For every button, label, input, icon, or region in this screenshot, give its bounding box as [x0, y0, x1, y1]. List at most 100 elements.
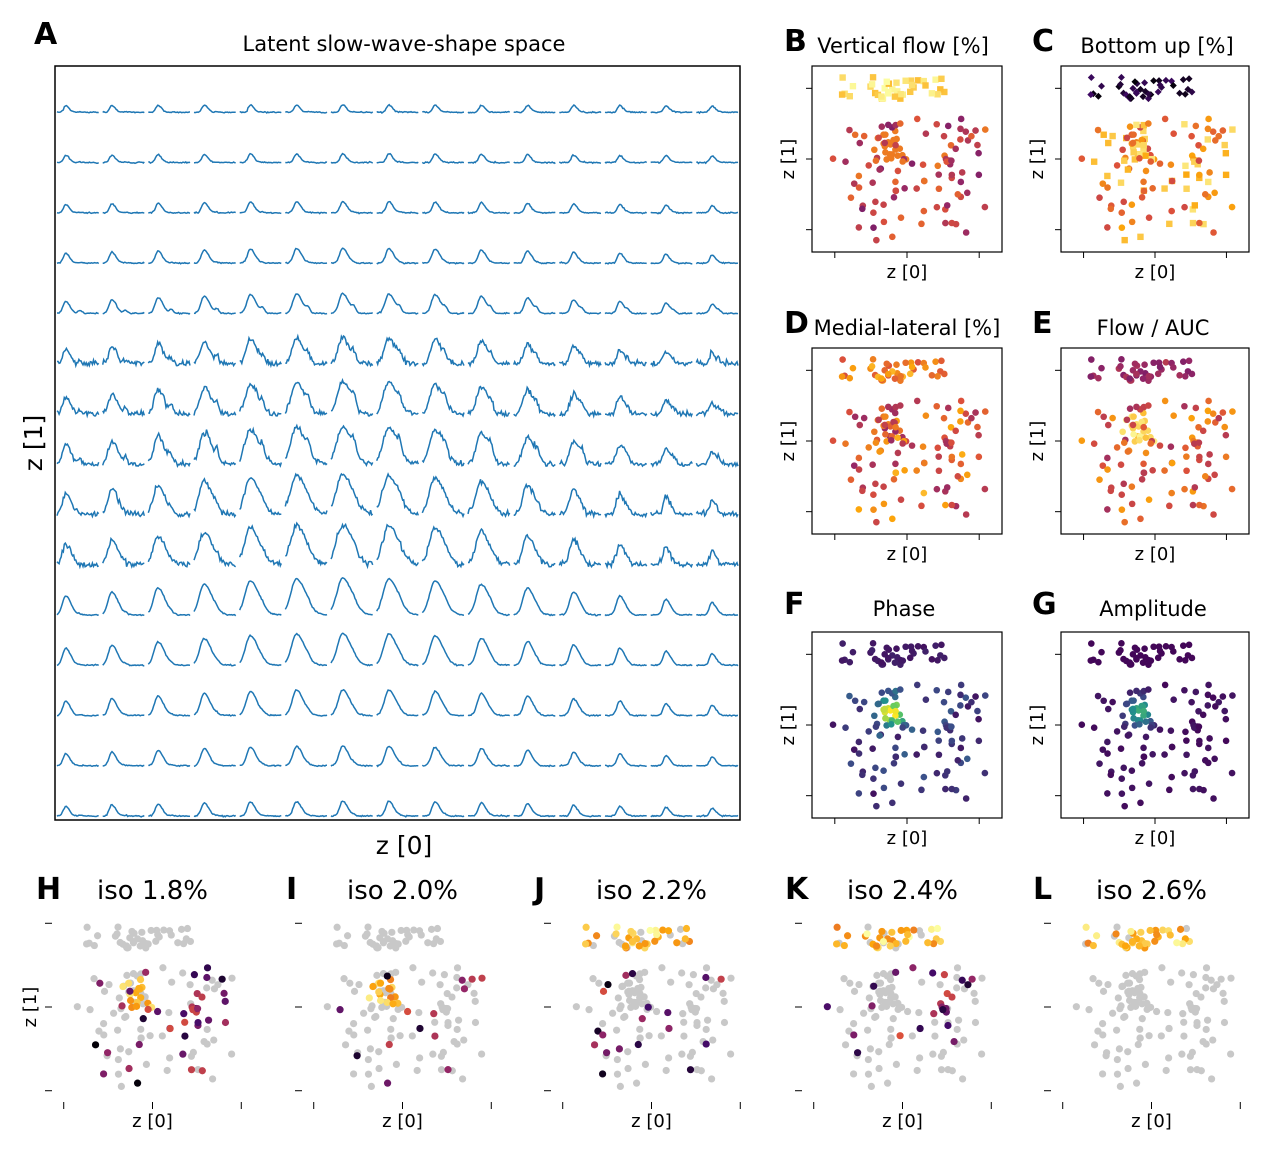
- latent-trace: [650, 598, 693, 617]
- background-point: [163, 1066, 171, 1075]
- data-point: [1145, 656, 1153, 664]
- latent-trace: [650, 649, 693, 667]
- background-point: [1227, 1050, 1235, 1058]
- panel-F-ylabel: z [1]: [778, 705, 799, 746]
- data-point: [1196, 785, 1203, 793]
- data-point: [934, 162, 942, 170]
- latent-trace: [695, 450, 739, 468]
- data-point: [1150, 359, 1157, 367]
- data-point: [876, 732, 883, 739]
- data-point: [975, 171, 983, 179]
- background-point: [349, 1019, 358, 1028]
- data-point: [947, 423, 955, 431]
- data-point: [1209, 694, 1217, 701]
- background-point: [177, 925, 186, 933]
- data-point: [921, 743, 928, 751]
- latent-trace: [194, 153, 236, 164]
- latent-trace: [285, 201, 328, 215]
- data-point: [972, 127, 979, 134]
- data-point: [1128, 218, 1136, 226]
- highlighted-point: [166, 1024, 174, 1033]
- latent-trace: [148, 250, 191, 265]
- data-point: [942, 219, 949, 227]
- highlighted-point: [431, 1032, 439, 1040]
- data-point: [1200, 220, 1207, 228]
- highlighted-point: [1178, 940, 1187, 948]
- background-point: [413, 1066, 421, 1075]
- latent-trace: [284, 688, 328, 717]
- background-point: [1090, 1041, 1099, 1049]
- latent-trace: [604, 543, 648, 570]
- background-point: [364, 1070, 373, 1078]
- data-point: [981, 126, 989, 133]
- background-point: [939, 1048, 947, 1056]
- background-point: [720, 1018, 729, 1027]
- background-point: [448, 993, 456, 1001]
- highlighted-point: [365, 994, 373, 1002]
- highlighted-point: [180, 1010, 188, 1018]
- background-point: [427, 925, 436, 933]
- data-point: [1142, 434, 1150, 442]
- data-point: [894, 449, 902, 457]
- highlighted-point: [902, 937, 910, 945]
- data-point: [882, 697, 889, 704]
- background-point: [167, 931, 175, 939]
- background-point: [849, 1070, 858, 1078]
- background-point: [478, 1050, 486, 1058]
- data-point: [856, 139, 864, 147]
- data-point: [1100, 131, 1107, 138]
- highlighted-point: [375, 988, 383, 996]
- background-point: [1179, 1010, 1187, 1018]
- background-point: [709, 1036, 717, 1044]
- background-point: [876, 979, 885, 987]
- highlighted-point: [598, 1070, 607, 1078]
- data-point: [1120, 764, 1128, 772]
- data-point: [962, 694, 970, 701]
- data-point: [850, 462, 858, 469]
- data-point: [940, 698, 948, 706]
- highlighted-point: [702, 973, 710, 982]
- data-point: [1201, 473, 1209, 480]
- latent-trace: [284, 521, 328, 567]
- data-point: [1124, 166, 1132, 173]
- data-point: [975, 453, 983, 461]
- data-point: [942, 785, 949, 793]
- data-point: [1104, 466, 1111, 473]
- data-point: [1126, 93, 1134, 101]
- data-point: [869, 179, 876, 186]
- data-point: [855, 506, 863, 513]
- background-point: [366, 1045, 374, 1053]
- highlighted-point: [1135, 942, 1143, 950]
- background-point: [349, 1070, 358, 1078]
- data-point: [1123, 700, 1131, 708]
- data-point: [829, 155, 837, 162]
- data-point: [1140, 753, 1148, 761]
- data-point: [1117, 363, 1124, 370]
- data-point: [1142, 152, 1149, 159]
- latent-trace: [650, 806, 693, 818]
- data-point: [1131, 360, 1139, 368]
- highlighted-point: [958, 976, 966, 984]
- data-point: [1169, 648, 1177, 655]
- data-point: [1128, 784, 1136, 792]
- background-point: [333, 923, 341, 931]
- data-point: [1228, 203, 1236, 211]
- latent-trace: [147, 339, 191, 367]
- data-point: [974, 707, 981, 715]
- highlighted-point: [948, 993, 956, 1001]
- panel-B-xlabel: z [0]: [887, 262, 928, 283]
- background-point: [128, 927, 136, 936]
- background-point: [953, 973, 961, 982]
- data-point: [957, 136, 964, 143]
- data-point: [1183, 453, 1190, 460]
- data-point: [1133, 687, 1140, 695]
- background-point: [1178, 969, 1186, 977]
- background-point: [598, 1019, 607, 1028]
- data-point: [1096, 476, 1103, 483]
- data-point: [838, 91, 846, 98]
- highlighted-point: [613, 923, 621, 931]
- panel-letter-K: K: [785, 872, 810, 907]
- data-point: [981, 203, 989, 211]
- background-point: [129, 970, 138, 978]
- data-point: [1205, 397, 1212, 405]
